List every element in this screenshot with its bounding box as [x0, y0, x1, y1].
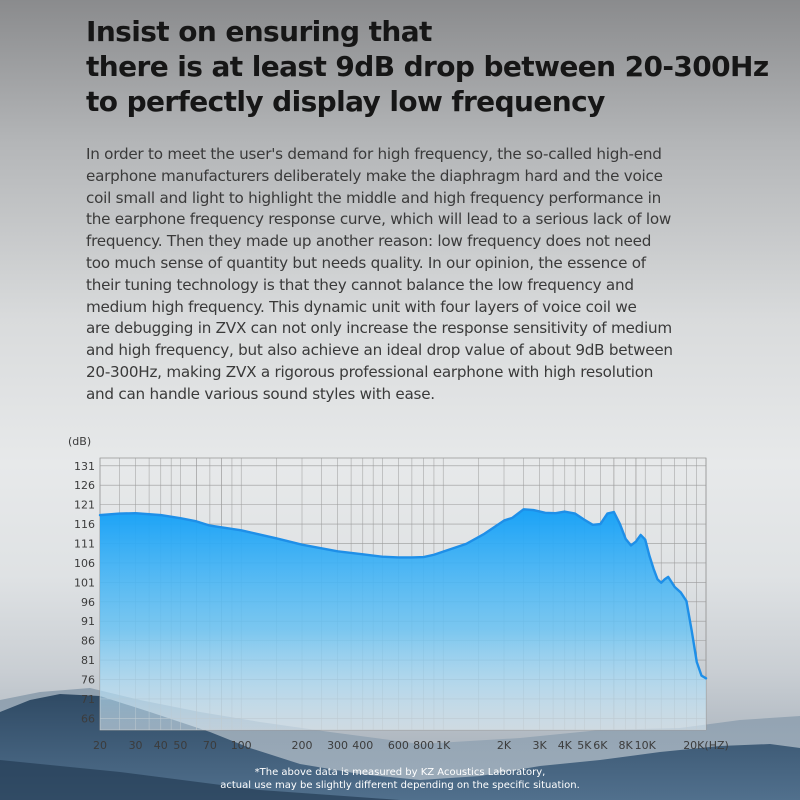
- x-tick-label: 50: [173, 739, 187, 752]
- x-tick-label: 20K(HZ): [683, 739, 729, 752]
- y-tick-label: 76: [81, 673, 95, 686]
- response-area-fill: [100, 509, 706, 730]
- headline-line-3: to perfectly display low frequency: [86, 85, 605, 118]
- y-tick-label: 101: [74, 576, 95, 589]
- y-tick-label: 131: [74, 460, 95, 473]
- y-tick-label: 71: [81, 693, 95, 706]
- x-tick-label: 40: [154, 739, 168, 752]
- chart-area: [98, 508, 708, 730]
- description-line: are debugging in ZVX can not only increa…: [86, 319, 672, 338]
- x-tick-label: 300: [327, 739, 348, 752]
- y-tick-label: 96: [81, 596, 95, 609]
- near-mountain-ridge: [0, 694, 800, 800]
- x-tick-label: 70: [203, 739, 217, 752]
- x-tick-label: 200: [292, 739, 313, 752]
- description-line: earphone manufacturers deliberately make…: [86, 166, 663, 185]
- x-tick-label: 8K: [619, 739, 634, 752]
- footnote-line-2: actual use may be slightly different dep…: [220, 780, 580, 791]
- description-line: and high frequency, but also achieve an …: [86, 341, 673, 360]
- headline-line-2: there is at least 9dB drop between 20-30…: [86, 50, 769, 83]
- x-tick-label: 6K: [593, 739, 608, 752]
- x-tick-label: 20: [93, 739, 107, 752]
- x-tick-label: 10K: [635, 739, 657, 752]
- y-tick-label: 111: [74, 537, 95, 550]
- y-tick-label: 91: [81, 615, 95, 628]
- y-tick-label: 86: [81, 635, 95, 648]
- x-tick-label: 400: [352, 739, 373, 752]
- x-tick-label: 4K: [558, 739, 573, 752]
- description-line: and can handle various sound styles with…: [86, 384, 435, 403]
- y-tick-label: 106: [74, 557, 95, 570]
- description-line: In order to meet the user's demand for h…: [86, 145, 662, 163]
- foreground-slope: [0, 760, 400, 800]
- description-line: coil small and light to highlight the mi…: [86, 188, 661, 207]
- description-line: 20-300Hz, making ZVX a rigorous professi…: [86, 362, 654, 381]
- footnote-line-1: *The above data is measured by KZ Acoust…: [254, 767, 546, 778]
- headline-line-1: Insist on ensuring that: [86, 15, 432, 48]
- x-tick-label: 1K: [436, 739, 451, 752]
- y-tick-label: 81: [81, 654, 95, 667]
- description-line: frequency. Then they made up another rea…: [86, 232, 652, 251]
- x-tick-label: 3K: [532, 739, 547, 752]
- y-tick-label: 116: [74, 518, 95, 531]
- x-tick-label: 100: [231, 739, 252, 752]
- x-tick-label: 600: [388, 739, 409, 752]
- footnote: *The above data is measured by KZ Acoust…: [0, 766, 800, 792]
- description-line: the earphone frequency response curve, w…: [86, 210, 672, 229]
- description-line: medium high frequency. This dynamic unit…: [86, 297, 637, 316]
- response-curve-line: [98, 508, 708, 680]
- y-tick-label: 66: [81, 712, 95, 725]
- x-axis-ticks: 20 30 40 50 70 100 200 300 400 600 800 1K 2K 3K 4K 5K 6K…: [93, 739, 729, 752]
- y-tick-label: 121: [74, 499, 95, 512]
- x-tick-label: 5K: [577, 739, 592, 752]
- description-line: their tuning technology is that they can…: [86, 275, 634, 294]
- y-tick-label: 126: [74, 479, 95, 492]
- y-axis-label: (dB): [68, 435, 91, 448]
- headline: Insist on ensuring that there is at leas…: [86, 14, 786, 119]
- y-axis-ticks: 131 126 121 116 111 106 101 96 91 86 81 76 71 66: [74, 460, 95, 726]
- description-line: too much sense of quantity but needs qua…: [86, 253, 646, 272]
- x-tick-label: 800: [413, 739, 434, 752]
- x-tick-label: 30: [129, 739, 143, 752]
- x-tick-label: 2K: [497, 739, 512, 752]
- description-paragraph: In order to meet the user's demand for h…: [86, 144, 726, 406]
